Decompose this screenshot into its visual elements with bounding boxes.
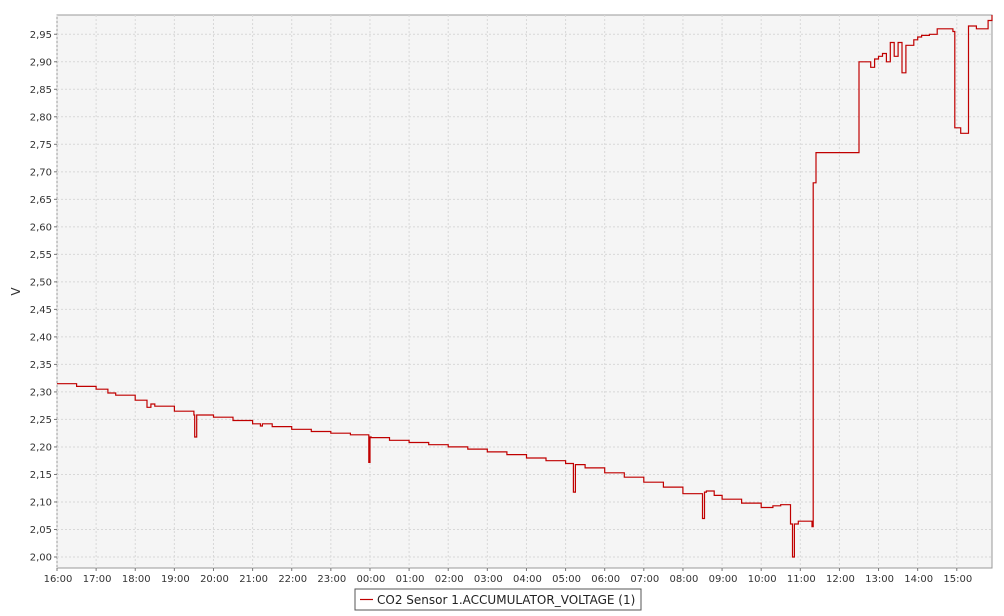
x-tick-label: 12:00 — [826, 574, 855, 585]
y-tick-label: 2,80 — [30, 112, 52, 123]
plot-area — [56, 14, 993, 569]
y-tick-label: 2,35 — [30, 360, 52, 371]
y-tick-label: 2,40 — [30, 332, 52, 343]
y-tick-label: 2,90 — [30, 57, 52, 68]
x-tick-label: 21:00 — [239, 574, 268, 585]
series-line-accumulator-voltage — [57, 15, 993, 558]
y-tick-label: 2,75 — [30, 140, 52, 151]
y-tick-label: 2,25 — [30, 415, 52, 426]
x-tick-label: 02:00 — [435, 574, 464, 585]
legend-entry: CO2 Sensor 1.ACCUMULATOR_VOLTAGE (1) — [377, 593, 635, 607]
x-tick-label: 09:00 — [709, 574, 738, 585]
x-tick-label: 08:00 — [670, 574, 699, 585]
y-axis: 2,00 2,05 2,10 2,15 2,20 2,25 2,30 2,35 2,40 2,45… — [30, 30, 57, 563]
x-tick-label: 14:00 — [904, 574, 933, 585]
y-tick-label: 2,10 — [30, 497, 52, 508]
y-tick-label: 2,65 — [30, 195, 52, 206]
y-tick-label: 2,30 — [30, 387, 52, 398]
y-tick-label: 2,55 — [30, 250, 52, 261]
grid-lines — [56, 15, 992, 568]
x-tick-label: 04:00 — [513, 574, 542, 585]
y-tick-label: 2,45 — [30, 305, 52, 316]
x-tick-label: 07:00 — [630, 574, 659, 585]
x-tick-label: 10:00 — [748, 574, 777, 585]
x-tick-label: 20:00 — [200, 574, 229, 585]
y-tick-label: 2,15 — [30, 470, 52, 481]
x-tick-label: 06:00 — [591, 574, 620, 585]
y-tick-label: 2,50 — [30, 277, 52, 288]
x-tick-label: 16:00 — [44, 574, 73, 585]
y-tick-label: 2,70 — [30, 167, 52, 178]
y-tick-label: 2,20 — [30, 442, 52, 453]
x-tick-label: 23:00 — [317, 574, 346, 585]
x-tick-label: 17:00 — [83, 574, 112, 585]
y-tick-label: 2,00 — [30, 552, 52, 563]
x-tick-label: 15:00 — [943, 574, 972, 585]
x-tick-label: 22:00 — [278, 574, 307, 585]
x-tick-label: 00:00 — [357, 574, 386, 585]
x-tick-label: 03:00 — [474, 574, 503, 585]
x-tick-label: 01:00 — [396, 574, 425, 585]
x-tick-label: 19:00 — [161, 574, 190, 585]
x-tick-label: 11:00 — [787, 574, 816, 585]
y-tick-label: 2,05 — [30, 525, 52, 536]
y-tick-label: 2,60 — [30, 222, 52, 233]
y-tick-label: 2,95 — [30, 30, 52, 41]
x-tick-label: 13:00 — [865, 574, 894, 585]
y-axis-label: V — [9, 287, 23, 296]
x-tick-label: 18:00 — [122, 574, 151, 585]
y-tick-label: 2,85 — [30, 85, 52, 96]
x-axis: 16:00 17:00 18:00 19:00 20:00 21:00 22:00 23:00… — [44, 568, 972, 585]
legend: CO2 Sensor 1.ACCUMULATOR_VOLTAGE (1) — [354, 588, 642, 611]
legend-box — [354, 588, 642, 611]
x-tick-label: 05:00 — [552, 574, 581, 585]
